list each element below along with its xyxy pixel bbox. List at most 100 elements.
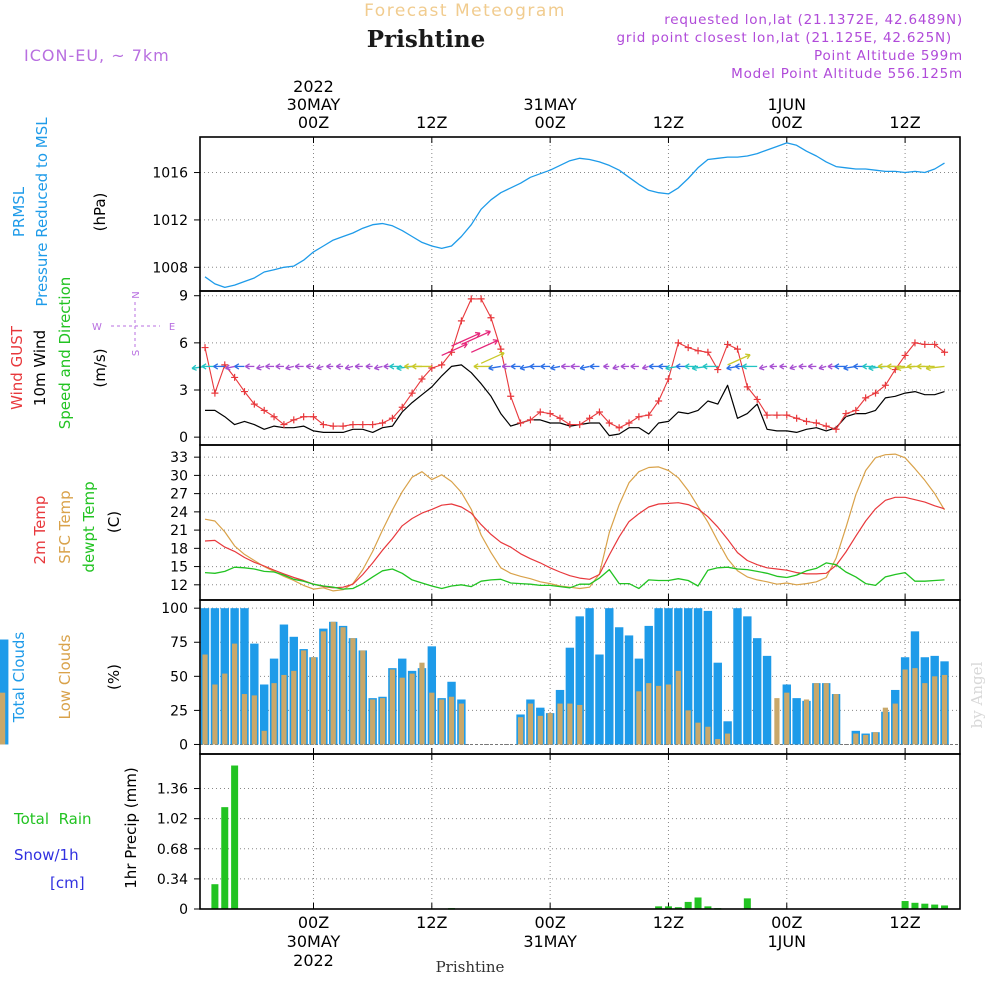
wind-arrow-head <box>620 363 626 370</box>
total-cloud-bar <box>792 698 801 745</box>
gust-marker <box>349 421 357 429</box>
wind-arrow-head <box>213 363 219 370</box>
gust-marker <box>556 414 564 422</box>
bottom-hour-label: 00Z <box>534 913 565 932</box>
wind-arrow <box>480 352 505 364</box>
low-cloud-bar <box>902 669 908 745</box>
wind-arrow <box>285 365 294 370</box>
footer-location: Prishtine <box>436 958 505 976</box>
gust-marker <box>369 421 377 429</box>
low-cloud-bar <box>863 734 869 745</box>
gust-marker <box>803 417 810 425</box>
low-cloud-bar <box>784 692 790 745</box>
gust-marker <box>507 392 515 400</box>
wind-arrow-head <box>570 363 576 370</box>
bottom-hour-label: 12Z <box>889 913 920 932</box>
gust-marker <box>664 375 672 383</box>
total-cloud-bar <box>723 721 732 745</box>
gust-marker <box>793 414 801 422</box>
total-rain-label: Total Rain <box>13 810 92 828</box>
low-cloud-bar <box>370 699 376 745</box>
ytick-label: 25 <box>170 703 188 719</box>
gust-marker <box>319 421 327 429</box>
low-cloud-bar <box>241 694 248 745</box>
rain-bar <box>743 898 751 909</box>
low-cloud-bar <box>774 698 780 745</box>
temp-panel-labels: 2m Temp SFC Temp dewpt Temp (C) <box>31 481 123 572</box>
ytick-label: 50 <box>170 669 188 685</box>
low-cloud-bar <box>547 713 553 745</box>
total-cloud-bar <box>703 610 713 745</box>
gust-marker <box>931 340 939 348</box>
wind-unit: (m/s) <box>91 348 109 387</box>
total-cloud-bar <box>240 608 249 745</box>
ytick-label: 1016 <box>152 166 188 182</box>
ytick-label: 33 <box>170 450 188 466</box>
low-cloud-bar <box>448 696 455 745</box>
low-cloud-bar <box>261 730 267 745</box>
low-cloud-bar <box>429 692 435 745</box>
wind-arrow <box>256 365 265 370</box>
gust-marker <box>753 395 761 403</box>
wind-arrow-head <box>285 364 291 371</box>
pressure-label-name: Pressure Reduced to MSL <box>33 117 51 307</box>
total-cloud-bar <box>762 655 772 745</box>
low-cloud-bar <box>439 699 445 745</box>
low-cloud-bar <box>419 662 425 745</box>
wind-arrow-head <box>294 363 300 370</box>
wind-arrow-head <box>256 364 262 371</box>
low-cloud-bar <box>675 670 681 745</box>
total-cloud-bar <box>605 608 614 745</box>
gust-marker <box>221 361 229 369</box>
rain-bar <box>911 902 919 909</box>
gust-marker <box>921 340 929 348</box>
wind-arrow-head <box>344 364 351 371</box>
wind-arrow-head <box>316 364 322 371</box>
total-cloud-bar <box>250 643 259 745</box>
low-cloud-bar <box>695 722 701 745</box>
bottom-date-label: 30MAY <box>287 932 341 951</box>
gust-marker <box>211 389 219 397</box>
low-cloud-bar <box>350 638 356 745</box>
bottom-date-label: 1JUN <box>767 932 806 951</box>
low-cloud-bar <box>399 677 405 745</box>
model-label: ICON-EU, ~ 7km <box>24 46 170 65</box>
ytick-label: 18 <box>170 541 188 557</box>
gust-marker <box>625 419 633 427</box>
gust-marker <box>576 421 584 429</box>
low-cloud-bar <box>291 670 297 745</box>
total-cloud-bar <box>595 654 604 745</box>
total-cloud-bar <box>0 639 9 745</box>
wind-arrow-head <box>550 364 556 371</box>
wind-arrow-head <box>789 364 795 371</box>
ytick-label: 30 <box>170 468 188 484</box>
top-hour-label: 12Z <box>889 113 920 132</box>
snow-unit-label: [cm] <box>50 874 85 892</box>
low-cloud-bar <box>941 674 948 745</box>
pressure-panel-labels: PRMSL Pressure Reduced to MSL (hPa) <box>10 117 109 307</box>
low-cloud-bar <box>813 683 819 745</box>
gust-marker <box>615 424 623 432</box>
gust-marker <box>763 411 771 419</box>
low-cloud-bar <box>458 703 464 745</box>
wind-arrow <box>451 332 481 347</box>
pressure-label-prmsl: PRMSL <box>10 186 28 237</box>
gust-marker <box>724 340 732 348</box>
gust-marker <box>418 375 426 383</box>
wind-arrow-head <box>684 363 690 370</box>
low-cloud-bar <box>882 707 888 745</box>
low-cloud-bar <box>922 683 928 745</box>
cloud-panel-labels: Total Clouds Low Clouds (%) <box>10 632 123 724</box>
wind-arrow-head <box>492 339 499 345</box>
wind-arrow-head <box>501 363 507 370</box>
wind-arrow-head <box>769 363 775 370</box>
temp-unit: (C) <box>105 511 123 533</box>
pressure-unit: (hPa) <box>91 193 109 232</box>
dewpoint-line <box>204 562 945 590</box>
gust-marker <box>487 314 495 322</box>
wind-arrow-head <box>411 363 417 370</box>
wind-arrow-head <box>758 364 765 371</box>
wind-arrow-head <box>868 364 874 372</box>
ytick-label: 1.02 <box>157 812 188 828</box>
low-cloud-bar <box>705 726 711 745</box>
